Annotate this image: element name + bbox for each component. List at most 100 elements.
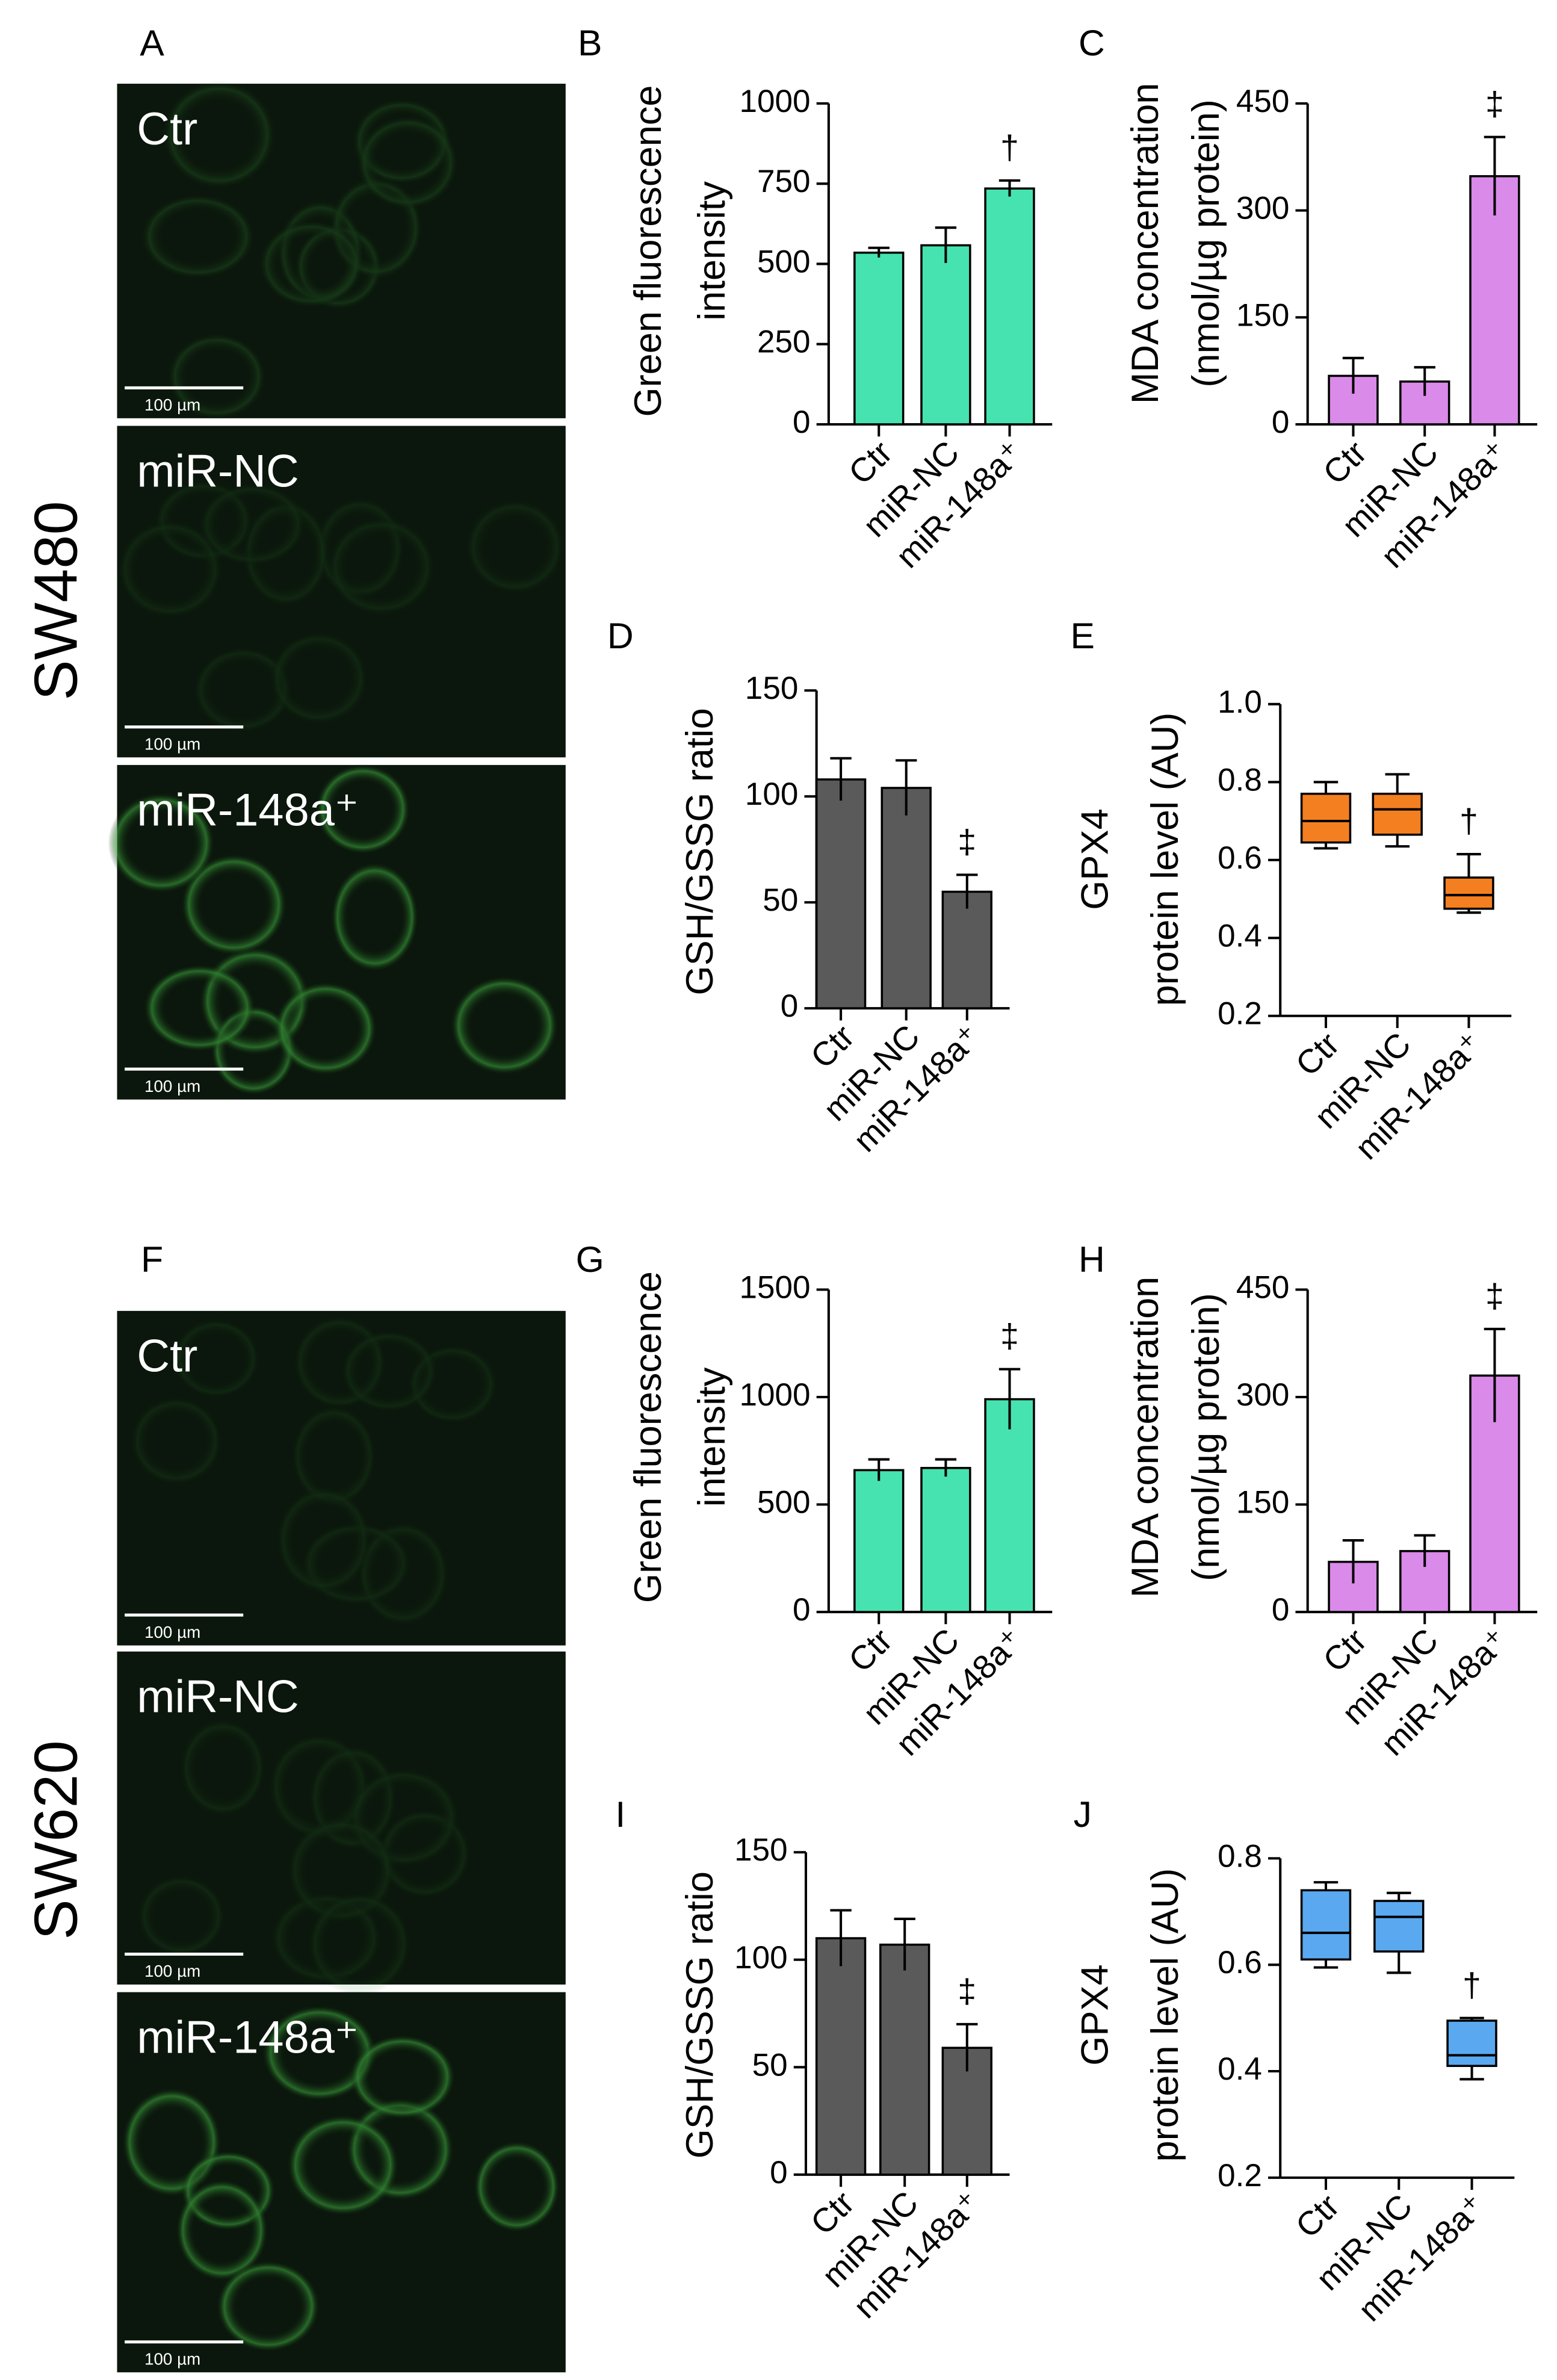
y-tick-label: 0	[1272, 1592, 1290, 1628]
bar	[920, 244, 971, 426]
error-bar	[956, 873, 978, 909]
y-tick-label: 0	[781, 988, 799, 1024]
bar	[941, 2047, 992, 2176]
y-tick-label: 300	[1236, 1377, 1290, 1413]
error-bar	[830, 757, 852, 801]
cell	[269, 631, 368, 725]
error-bar	[896, 759, 917, 816]
cell	[167, 333, 267, 420]
bar	[815, 778, 867, 1009]
y-tick-label: 500	[757, 244, 811, 279]
box	[1300, 1889, 1352, 1961]
box	[1373, 1900, 1425, 1953]
cell	[137, 1875, 226, 1957]
y-tick-label: 50	[763, 882, 798, 918]
cell	[349, 2034, 456, 2119]
y-axis-label: GPX4	[1074, 808, 1116, 910]
scale-bar-label: 100 µm	[144, 1077, 200, 1095]
error-bar	[1342, 1539, 1364, 1584]
bar	[920, 1467, 971, 1613]
cell	[130, 1396, 223, 1485]
error-bar	[998, 179, 1021, 197]
error-bar	[1484, 1327, 1506, 1422]
error-bar	[894, 1917, 915, 1971]
error-bar	[830, 1909, 852, 1966]
panel-letter: E	[1071, 615, 1095, 656]
cell	[262, 2005, 377, 2101]
y-tick-label: 150	[1236, 1485, 1290, 1520]
image-label: miR-148a⁺	[137, 785, 359, 836]
panel-letter: A	[140, 22, 164, 63]
bar	[815, 1937, 867, 2176]
y-tick-label: 0	[793, 404, 811, 440]
y-axis-label: GSH/GSSG ratio	[679, 708, 721, 995]
y-tick-label: 1000	[740, 84, 811, 119]
cell	[216, 2260, 320, 2352]
error-bar	[1414, 366, 1435, 396]
significance-mark: †	[1459, 802, 1478, 840]
cells	[137, 1718, 471, 1997]
y-tick-label: 0.6	[1218, 1945, 1262, 1980]
panel-letter: G	[576, 1239, 604, 1280]
y-tick-label: 0	[770, 2155, 788, 2190]
image-label: miR-148a⁺	[137, 2012, 359, 2063]
cell	[274, 982, 377, 1076]
significance-mark: ‡	[958, 1972, 976, 2010]
y-axis-label: (nmol/µg protein)	[1185, 99, 1227, 388]
error-bar	[868, 1458, 890, 1481]
cells	[117, 480, 565, 733]
bar	[879, 1944, 930, 2176]
error-bar	[1414, 1534, 1435, 1567]
significance-mark: ‡	[1485, 1277, 1504, 1315]
y-axis-label: protein level (AU)	[1144, 713, 1186, 1006]
y-axis-label: intensity	[691, 181, 733, 321]
panel-letter: H	[1079, 1239, 1105, 1280]
cell	[340, 1330, 438, 1413]
error-bar	[956, 2022, 978, 2072]
panel-letter: I	[615, 1794, 625, 1835]
scale-bar-label: 100 µm	[144, 395, 200, 414]
cell	[258, 220, 365, 308]
error-bar	[868, 246, 890, 258]
panel-letter: J	[1074, 1794, 1092, 1835]
y-tick-label: 1500	[740, 1269, 811, 1305]
cell	[176, 2179, 268, 2281]
image-label: Ctr	[137, 1331, 197, 1382]
cells	[122, 2005, 560, 2352]
y-axis-label: protein level (AU)	[1144, 1868, 1186, 2162]
scale-bar-label: 100 µm	[144, 734, 200, 753]
panel-letter: C	[1079, 22, 1105, 63]
cell	[356, 116, 459, 210]
y-tick-label: 100	[734, 1940, 788, 1976]
y-tick-label: 0.4	[1218, 918, 1262, 953]
cell-line-label: SW480	[23, 501, 90, 700]
bar	[1399, 380, 1450, 426]
cell	[330, 862, 419, 972]
y-axis-label: intensity	[691, 1367, 733, 1507]
cell	[450, 976, 559, 1075]
bar	[984, 187, 1035, 426]
cell	[327, 516, 436, 616]
cell-line-label: SW620	[23, 1740, 90, 1939]
y-tick-label: 0	[1272, 404, 1290, 440]
significance-mark: ‡	[958, 823, 976, 860]
bar	[881, 787, 932, 1009]
cell	[181, 854, 287, 956]
y-tick-label: 250	[757, 324, 811, 360]
y-tick-label: 450	[1236, 1269, 1290, 1305]
y-tick-label: 0.8	[1218, 1838, 1262, 1874]
significance-mark: ‡	[1000, 1318, 1019, 1355]
error-bar	[935, 1458, 957, 1477]
cell	[162, 80, 276, 189]
bar	[941, 890, 992, 1009]
y-tick-label: 0.2	[1218, 2158, 1262, 2193]
cell	[466, 500, 565, 594]
y-tick-label: 750	[757, 164, 811, 199]
cell	[315, 764, 410, 855]
error-bar	[1342, 356, 1364, 394]
y-axis-label: GSH/GSSG ratio	[679, 1871, 721, 2158]
cells	[141, 80, 459, 420]
error-bar	[998, 1368, 1021, 1430]
cell	[291, 1405, 377, 1507]
cell	[172, 1318, 260, 1399]
